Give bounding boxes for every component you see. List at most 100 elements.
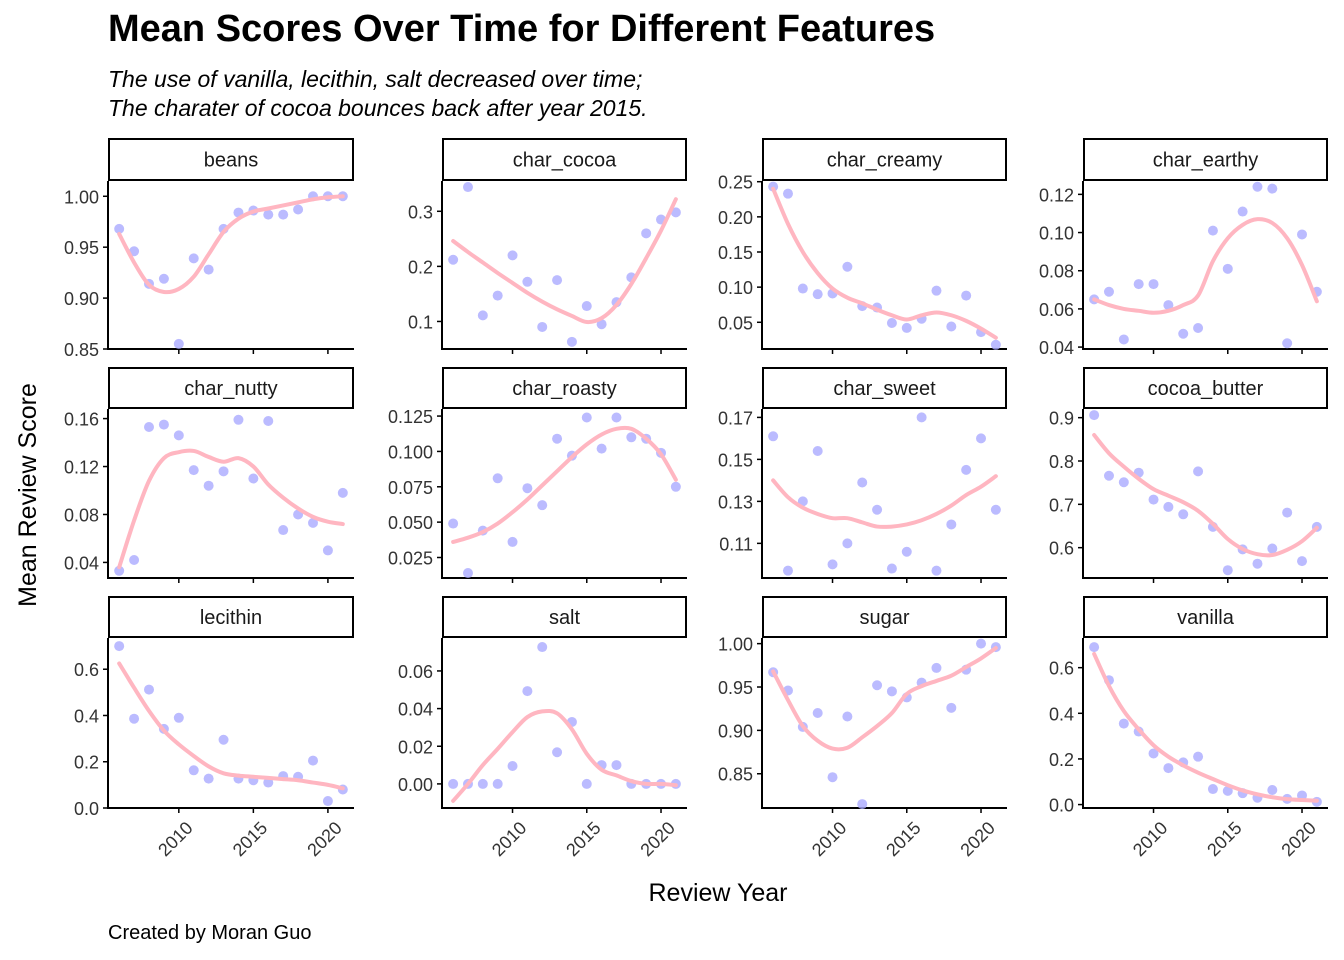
y-tick-label-char-roasty: 0.100 (388, 442, 433, 462)
strip-label-char-roasty: char_roasty (512, 378, 617, 400)
strip-char-nutty (108, 367, 354, 409)
strip-lecithin (108, 596, 354, 638)
data-point-char-roasty (492, 473, 503, 484)
data-point-cocoa-butter (1148, 494, 1159, 505)
data-point-sugar (857, 799, 868, 810)
data-point-char-sweet (827, 559, 838, 570)
chart-subtitle-line-2: The charater of cocoa bounces back after… (108, 95, 648, 121)
y-tick-label-vanilla: 0.0 (1049, 796, 1074, 816)
data-point-cocoa-butter (1178, 509, 1189, 520)
strip-char-earthy (1083, 138, 1328, 181)
data-point-char-sweet (886, 563, 897, 574)
x-tick-label-salt: 2020 (636, 818, 678, 860)
data-point-char-creamy (842, 261, 853, 272)
y-tick-label-char-cocoa: 0.1 (408, 312, 433, 332)
data-point-char-earthy (1237, 206, 1248, 217)
data-point-beans (278, 209, 289, 220)
data-point-char-roasty (552, 433, 563, 444)
data-point-char-cocoa (507, 250, 518, 261)
data-point-char-sweet (901, 546, 912, 557)
data-point-beans (129, 246, 140, 257)
y-tick-label-beans: 1.00 (64, 187, 99, 207)
x-tick-label-salt: 2010 (488, 818, 530, 860)
data-point-char-creamy (812, 289, 823, 300)
strip-salt (442, 596, 687, 638)
data-point-char-earthy (1207, 225, 1218, 236)
y-tick-label-lecithin: 0.6 (74, 660, 99, 680)
y-tick-label-char-nutty: 0.08 (64, 505, 99, 525)
data-point-char-sweet (916, 412, 927, 423)
y-tick-label-char-earthy: 0.06 (1039, 300, 1074, 320)
data-point-char-creamy (946, 321, 957, 332)
y-tick-label-lecithin: 0.2 (74, 753, 99, 773)
data-point-char-sweet (768, 431, 779, 442)
data-point-char-cocoa (581, 301, 592, 312)
smooth-line-char-cocoa (451, 197, 678, 325)
data-point-lecithin (144, 684, 154, 695)
data-point-char-creamy (901, 322, 912, 333)
data-point-vanilla (1267, 784, 1278, 795)
y-tick-label-cocoa-butter: 0.9 (1049, 409, 1074, 429)
data-point-salt (477, 778, 488, 789)
y-tick-label-char-cocoa: 0.3 (408, 202, 433, 222)
y-tick-label-char-roasty: 0.050 (388, 513, 433, 533)
smooth-line-char-roasty (451, 425, 678, 544)
strip-beans (108, 138, 354, 181)
data-point-vanilla (1089, 642, 1100, 653)
y-tick-label-cocoa-butter: 0.7 (1049, 495, 1074, 515)
data-point-char-nutty (114, 565, 125, 576)
data-point-salt (507, 761, 518, 772)
data-point-char-roasty (537, 500, 548, 511)
data-point-char-nutty (233, 414, 244, 425)
smooth-line-cocoa-butter (1092, 433, 1319, 558)
strip-cocoa-butter (1083, 367, 1328, 409)
strip-label-cocoa-butter: cocoa_butter (1148, 378, 1264, 400)
x-tick-label-vanilla: 2015 (1203, 818, 1245, 860)
y-tick-label-char-creamy: 0.10 (718, 278, 753, 298)
x-tick-label-vanilla: 2010 (1129, 818, 1171, 860)
strip-label-char-cocoa: char_cocoa (513, 150, 617, 172)
data-point-char-cocoa (462, 182, 473, 193)
data-point-char-creamy (768, 181, 779, 192)
data-point-salt (448, 778, 459, 789)
data-point-char-sweet (946, 519, 957, 530)
data-point-char-roasty (448, 518, 459, 529)
y-tick-label-salt: 0.06 (398, 662, 433, 682)
data-point-sugar (827, 772, 838, 783)
data-point-vanilla (1163, 763, 1174, 774)
data-point-lecithin (129, 713, 140, 724)
data-point-char-roasty (670, 481, 681, 492)
data-point-char-earthy (1133, 279, 1144, 290)
data-point-salt (611, 760, 622, 771)
data-point-char-earthy (1297, 229, 1308, 240)
y-tick-label-char-creamy: 0.25 (718, 173, 753, 193)
y-tick-label-char-earthy: 0.08 (1039, 262, 1074, 282)
smooth-line-vanilla (1092, 651, 1319, 803)
data-point-beans (188, 253, 199, 264)
strip-label-char-earthy: char_earthy (1153, 150, 1259, 172)
smooth-line-sugar (771, 645, 998, 752)
data-point-salt (552, 747, 563, 758)
y-tick-label-char-creamy: 0.05 (718, 313, 753, 333)
data-point-char-roasty (507, 536, 518, 547)
chart-subtitle-line-1: The use of vanilla, lecithin, salt decre… (108, 66, 643, 92)
y-tick-label-vanilla: 0.4 (1049, 704, 1074, 724)
data-point-char-sweet (872, 504, 883, 515)
data-point-char-earthy (1178, 328, 1189, 339)
y-tick-label-char-sweet: 0.13 (718, 492, 753, 512)
data-point-cocoa-butter (1118, 477, 1129, 488)
smooth-line-lecithin (117, 661, 345, 791)
x-tick-label-salt: 2015 (562, 818, 604, 860)
y-tick-label-lecithin: 0.4 (74, 706, 99, 726)
data-point-char-sweet (990, 504, 1001, 515)
smooth-line-beans (117, 194, 345, 295)
y-tick-label-sugar: 1.00 (718, 635, 753, 655)
data-point-char-earthy (1282, 338, 1293, 349)
data-point-char-cocoa (492, 290, 503, 301)
y-tick-label-salt: 0.02 (398, 737, 433, 757)
data-point-char-earthy (1222, 263, 1233, 274)
data-point-beans (203, 264, 214, 275)
data-point-char-roasty (522, 483, 533, 494)
chart-title: Mean Scores Over Time for Different Feat… (108, 8, 936, 50)
